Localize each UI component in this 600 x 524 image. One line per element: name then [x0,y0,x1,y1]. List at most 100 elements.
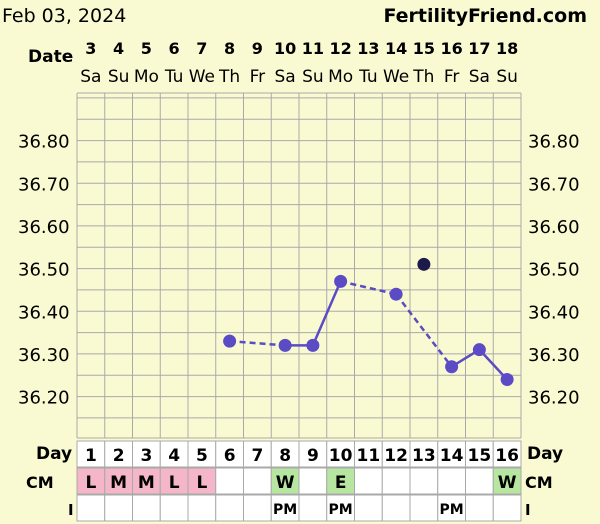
cm-cell [104,467,133,495]
date-label: 18 [496,39,518,58]
cm-value: M [110,473,127,493]
temperature-point [472,343,486,357]
weekday-label: Th [218,67,240,87]
chart-date: Feb 03, 2024 [2,5,126,27]
series-segment [478,348,509,381]
y-tick-label-left: 36.60 [18,217,70,238]
y-tick-label-left: 36.70 [18,174,70,195]
y-tick-label-left: 36.80 [18,132,70,153]
weekday-label: Th [412,67,434,87]
intercourse-cell [187,494,217,522]
series-segment [340,280,397,296]
date-label: 5 [141,39,152,58]
date-label: 15 [413,39,435,58]
cm-cell [492,467,522,495]
intercourse-cell [243,494,272,522]
y-tick-label-right: 36.50 [528,260,580,281]
day-row-label-left: Day [36,444,72,464]
date-label: 10 [274,39,296,58]
date-label: 4 [113,39,124,58]
series-segment [395,293,453,368]
temperature-point [500,373,514,387]
intercourse-cell [381,494,411,522]
intercourse-value: PM [440,502,464,518]
weekday-label: Sa [275,67,296,87]
intercourse-cell [492,494,522,522]
day-cell [159,440,189,468]
grid [76,92,522,439]
day-cell [132,440,161,468]
weekday-label: Tu [164,67,184,87]
day-number: 1 [85,446,97,466]
intercourse-cell [437,494,466,522]
day-cell [298,440,328,468]
day-cell [76,440,106,468]
day-number: 2 [113,446,125,466]
y-tick-label-left: 36.40 [18,302,70,323]
intercourse-cell [215,494,244,522]
y-tick-label-left: 36.20 [18,388,70,409]
intercourse-cell [159,494,189,522]
cm-cell [187,467,217,495]
intercourse-cell [354,494,383,522]
cm-cell [381,467,411,495]
intercourse-cell [409,494,439,522]
y-tick-label-left: 36.30 [18,345,70,366]
day-number: 5 [196,446,208,466]
series-segment [311,280,342,346]
weekday-label: Sa [469,67,490,87]
y-tick-label-right: 36.70 [528,174,580,195]
intercourse-cell [132,494,161,522]
date-label: 8 [224,39,235,58]
day-number: 8 [279,446,291,466]
day-number: 13 [412,446,436,466]
day-number: 16 [495,446,519,466]
cm-cell [465,467,494,495]
intercourse-value: PM [329,502,353,518]
cm-cell [215,467,244,495]
date-label: 13 [357,39,379,58]
day-number: 4 [168,446,180,466]
day-row-label-right: Day [527,444,563,464]
temperature-point [445,360,459,374]
y-tick-label-left: 36.50 [18,260,70,281]
cm-value: W [498,473,517,493]
cm-value: L [196,473,207,493]
intercourse-cell [465,494,494,522]
cm-row-label-right: CM [525,473,553,492]
cm-value: M [138,473,155,493]
weekday-label: We [189,67,215,87]
temperature-point [223,334,237,348]
cm-value: E [335,473,347,493]
day-number: 9 [307,446,319,466]
cm-cell [243,467,272,495]
date-label: 14 [385,39,407,58]
temperature-point [306,338,320,352]
intercourse-cell [298,494,328,522]
intercourse-value: PM [273,502,297,518]
day-number: 3 [140,446,152,466]
day-number: 12 [384,446,408,466]
day-number: 15 [468,446,492,466]
intercourse-cell [326,494,355,522]
day-cell [354,440,383,468]
y-tick-label-right: 36.40 [528,302,580,323]
date-label: 11 [302,39,324,58]
temperature-series [223,257,514,387]
brand-name: FertilityFriend.com [383,5,587,27]
day-cell [381,440,411,468]
day-cell [326,440,355,468]
y-tick-label-right: 36.20 [528,388,580,409]
weekday-label: Su [302,67,324,87]
i-row-label-left: I [68,501,74,519]
day-number: 11 [357,446,381,466]
weekday-label: Mo [134,67,159,87]
weekday-label: Tu [358,67,378,87]
date-label: 17 [468,39,490,58]
day-number: 14 [440,446,464,466]
weekday-label: Sa [80,67,101,87]
cm-cell [354,467,383,495]
day-cell [492,440,522,468]
day-cell [104,440,133,468]
y-tick-label-right: 36.80 [528,132,580,153]
